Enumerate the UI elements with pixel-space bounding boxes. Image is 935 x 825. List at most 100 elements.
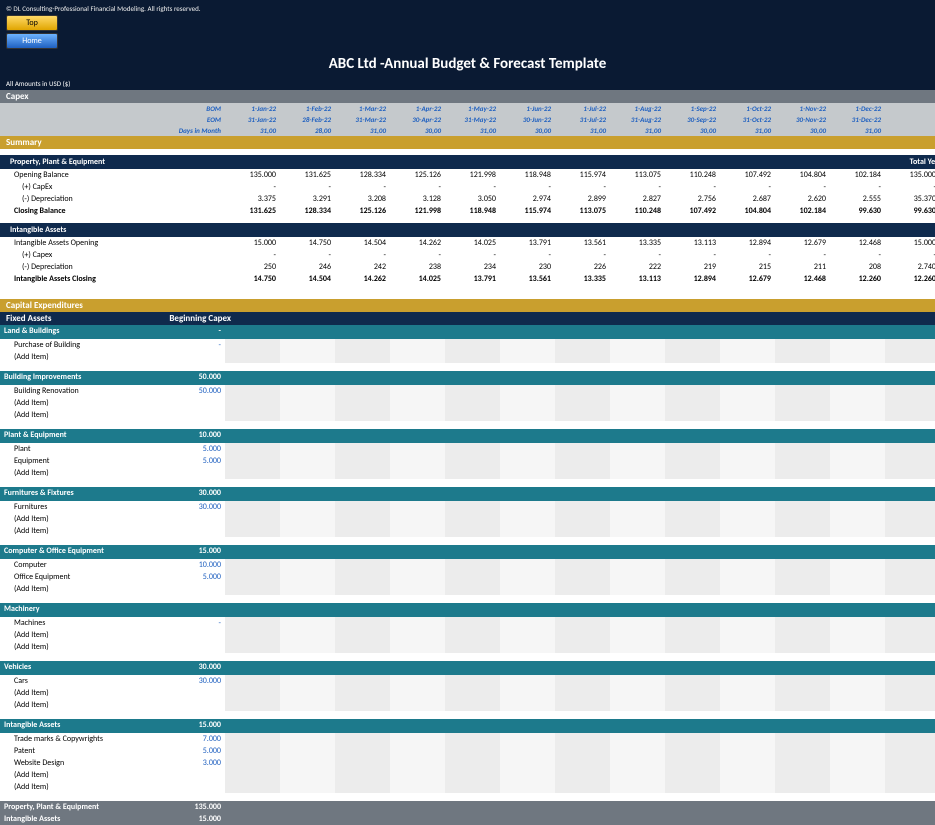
item-value[interactable]: 7.000 [155,733,225,745]
category-header: Computer & Office Equipment15.000 [0,545,935,559]
header-cell: 1-Nov-22 [775,103,830,114]
line-item: (Add Item) [0,409,935,421]
top-button[interactable]: Top [6,15,58,31]
total-cell: 99.630 [885,205,935,217]
capex-header: Capex [0,90,935,103]
copyright-text: © DL Consulting-Professional Financial M… [6,4,929,13]
data-cell: - [830,181,885,193]
line-item: Building Renovation50.000 [0,385,935,397]
item-value[interactable]: 3.000 [155,757,225,769]
item-value[interactable]: 50.000 [155,385,225,397]
row-label: (+) Capex [0,249,155,261]
header-cell: 31-Jul-22 [555,114,610,125]
header-cell: 31,00 [610,125,665,136]
header-cell: 30,00 [665,125,720,136]
data-cell: 12.679 [720,273,775,285]
item-value[interactable] [155,525,225,537]
item-label: (Add Item) [0,699,155,711]
row-label: (-) Depreciation [0,193,155,205]
data-cell: 208 [830,261,885,273]
item-label: Website Design [0,757,155,769]
data-cell: 121.998 [445,169,500,181]
data-cell: - [445,181,500,193]
data-cell: 242 [335,261,390,273]
data-cell: 2.687 [720,193,775,205]
data-cell: 131.625 [225,205,280,217]
data-cell: 14.504 [280,273,335,285]
data-cell: 128.334 [335,169,390,181]
item-value[interactable]: 5.000 [155,443,225,455]
item-label: (Add Item) [0,687,155,699]
item-value[interactable]: - [155,339,225,351]
total-cell: 12.260 [885,273,935,285]
header-cell: 30,00 [775,125,830,136]
data-cell: 2.555 [830,193,885,205]
data-cell: 2.899 [555,193,610,205]
item-value[interactable]: 10.000 [155,559,225,571]
total-cell: 2.740 [885,261,935,273]
total-cell: 35.370 [885,193,935,205]
line-item: (Add Item) [0,525,935,537]
section-title: Intangible Assets [6,224,161,236]
item-value[interactable] [155,583,225,595]
total-cell: 15.000 [885,237,935,249]
category-header: Furnitures & Fixtures30.000 [0,487,935,501]
item-value[interactable]: 5.000 [155,745,225,757]
data-cell: 3.375 [225,193,280,205]
item-value[interactable] [155,641,225,653]
category-header: Vehicles30.000 [0,661,935,675]
item-label: (Add Item) [0,513,155,525]
line-item: Computer10.000 [0,559,935,571]
data-cell: 104.804 [775,169,830,181]
item-label: (Add Item) [0,351,155,363]
data-cell: 234 [445,261,500,273]
beginning-capex-label: Beginning Capex [161,313,231,324]
header-cell: 1-Jul-22 [555,103,610,114]
data-cell: 14.504 [335,237,390,249]
item-value[interactable]: 30.000 [155,501,225,513]
item-label: Purchase of Building [0,339,155,351]
data-cell: 115.974 [500,205,555,217]
data-cell: - [445,249,500,261]
data-cell: - [610,249,665,261]
data-cell: 113.075 [555,205,610,217]
data-cell: - [555,181,610,193]
home-button[interactable]: Home [6,33,58,49]
item-value[interactable] [155,513,225,525]
item-value[interactable] [155,629,225,641]
data-cell: 14.262 [335,273,390,285]
data-cell: - [775,249,830,261]
item-value[interactable]: 5.000 [155,455,225,467]
data-cell: 12.260 [830,273,885,285]
data-cell: 230 [500,261,555,273]
item-value[interactable]: - [155,617,225,629]
item-value[interactable] [155,699,225,711]
item-value[interactable] [155,769,225,781]
total-year-label: Total Year [891,156,935,168]
item-value[interactable] [155,687,225,699]
header-cell: 31,00 [830,125,885,136]
data-cell: 110.248 [610,205,665,217]
data-cell: 13.113 [665,237,720,249]
header-cell: 31,00 [335,125,390,136]
item-value[interactable] [155,351,225,363]
data-cell: - [555,249,610,261]
data-cell: 102.184 [830,169,885,181]
line-item: Trade marks & Copywrights7.000 [0,733,935,745]
item-value[interactable] [155,409,225,421]
line-item: Purchase of Building- [0,339,935,351]
header-cell: 30-Jun-22 [500,114,555,125]
item-value[interactable] [155,467,225,479]
category-header: Plant & Equipment10.000 [0,429,935,443]
item-value[interactable] [155,781,225,793]
header-cell: 1-Apr-22 [390,103,445,114]
data-cell: 3.050 [445,193,500,205]
item-value[interactable]: 5.000 [155,571,225,583]
item-value[interactable] [155,397,225,409]
item-label: (Add Item) [0,525,155,537]
item-label: Cars [0,675,155,687]
item-value[interactable]: 30.000 [155,675,225,687]
line-item: Cars30.000 [0,675,935,687]
data-cell: 110.248 [665,169,720,181]
data-cell: - [335,181,390,193]
